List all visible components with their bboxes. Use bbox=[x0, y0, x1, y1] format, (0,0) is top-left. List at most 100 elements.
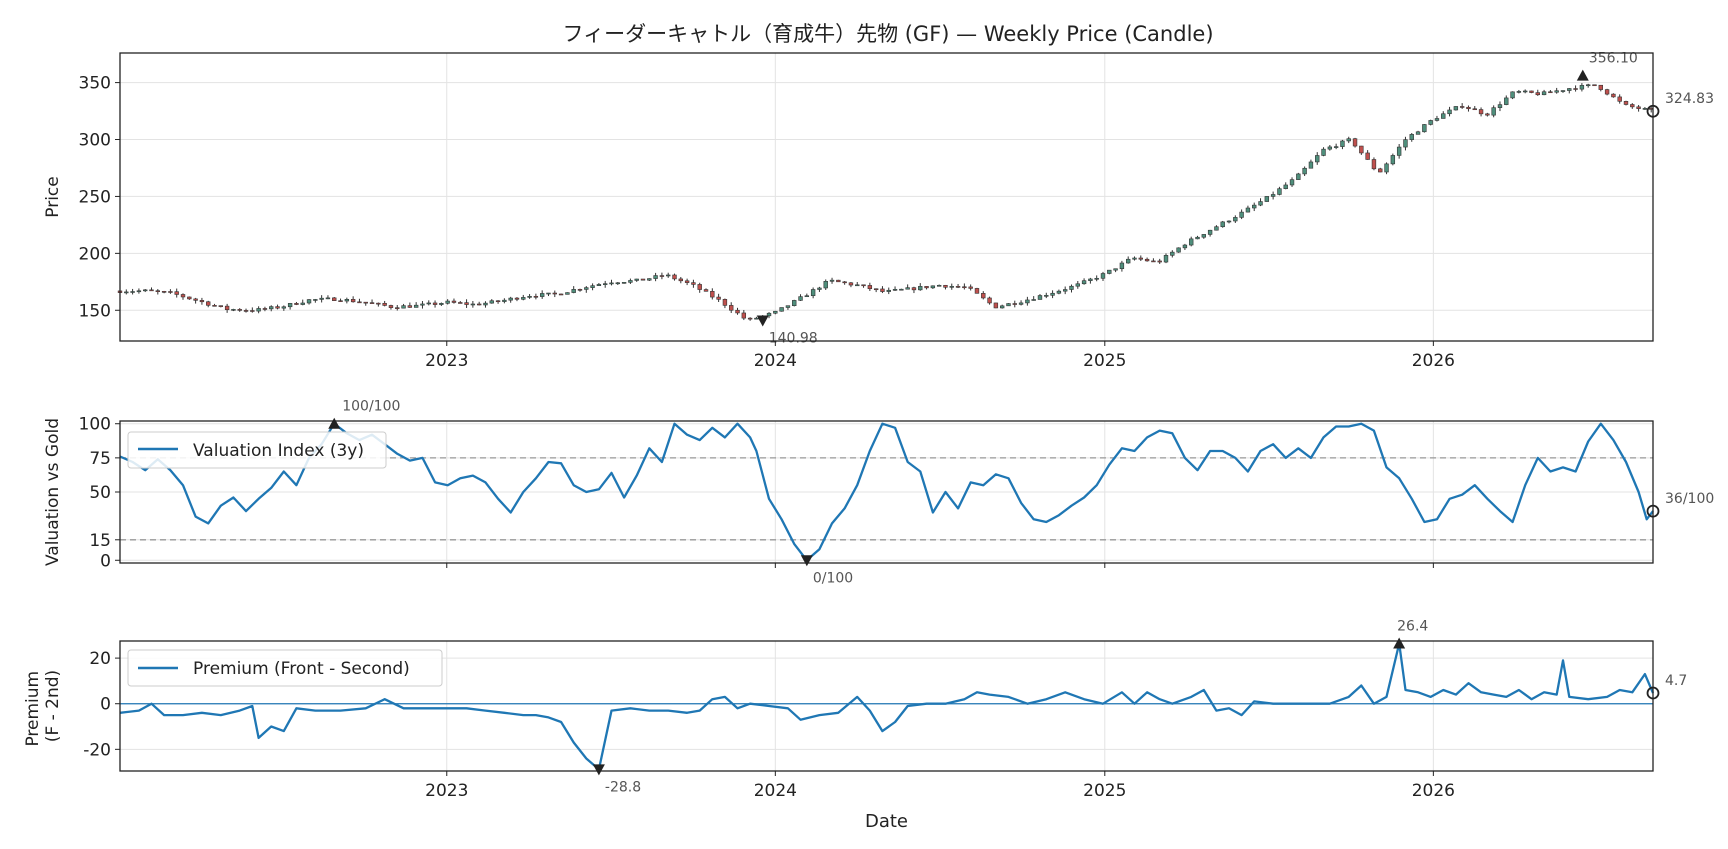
candle-body bbox=[930, 285, 936, 289]
candle-body bbox=[817, 287, 822, 290]
candle-body bbox=[924, 286, 929, 289]
candle-body bbox=[747, 317, 753, 320]
candle-body bbox=[300, 302, 305, 305]
candle-body bbox=[231, 309, 236, 311]
candle-body bbox=[275, 306, 280, 309]
candle-body bbox=[1567, 88, 1572, 91]
candle-body bbox=[1264, 196, 1270, 202]
candle-body bbox=[1277, 188, 1282, 195]
candle-body bbox=[281, 306, 287, 309]
candle-body bbox=[936, 284, 942, 287]
candle-body bbox=[527, 295, 532, 298]
candle-body bbox=[546, 292, 551, 295]
candle-body bbox=[792, 300, 797, 306]
candle-body bbox=[174, 291, 179, 295]
candle-body bbox=[369, 302, 375, 304]
candle-body bbox=[130, 291, 135, 293]
candle-body bbox=[502, 299, 507, 302]
candle-body bbox=[395, 307, 400, 309]
valuation-legend-box bbox=[127, 431, 387, 469]
price-axes-frame bbox=[119, 52, 1654, 342]
candle-body bbox=[981, 293, 986, 299]
candle-body bbox=[262, 308, 268, 310]
candle-body bbox=[659, 275, 665, 277]
candle-body bbox=[287, 303, 293, 308]
candle-body bbox=[666, 274, 671, 277]
candle-body bbox=[1006, 303, 1011, 307]
candle-body bbox=[1189, 238, 1194, 246]
candle-body bbox=[1075, 283, 1080, 287]
candle-body bbox=[1321, 148, 1326, 156]
candle-body bbox=[539, 293, 545, 297]
candle-body bbox=[432, 302, 438, 305]
candle-body bbox=[1062, 289, 1068, 292]
candle-body bbox=[697, 284, 702, 290]
candle-body bbox=[313, 299, 318, 301]
candle-body bbox=[1258, 201, 1263, 206]
candle-body bbox=[1604, 89, 1610, 95]
candle-body bbox=[886, 289, 891, 292]
candle-body bbox=[1214, 226, 1219, 231]
candle-body bbox=[332, 297, 337, 301]
y-tick-label: 0 bbox=[100, 695, 111, 715]
y-tick-label: 250 bbox=[79, 187, 111, 207]
candle-body bbox=[136, 290, 142, 293]
x-tick-label: 2023 bbox=[425, 351, 468, 371]
candle-body bbox=[899, 288, 904, 291]
candle-body bbox=[250, 310, 255, 312]
chart-title: フィーダーキャトル（育成牛）先物 (GF) — Weekly Price (Ca… bbox=[562, 22, 1213, 46]
candle-body bbox=[955, 286, 961, 288]
candle-body bbox=[237, 309, 242, 311]
valuation-annotations: 100/100 0/100 36/100 bbox=[328, 399, 1714, 586]
candle-body bbox=[590, 285, 595, 288]
candle-body bbox=[861, 284, 866, 287]
candle-body bbox=[621, 282, 627, 284]
candle-body bbox=[729, 305, 734, 311]
candle-body bbox=[892, 289, 898, 291]
candle-body bbox=[1592, 84, 1597, 87]
last-label: 36/100 bbox=[1665, 491, 1714, 507]
candle-body bbox=[269, 306, 274, 310]
candle-body bbox=[1441, 113, 1446, 119]
candle-body bbox=[1031, 299, 1036, 301]
candle-body bbox=[483, 302, 488, 306]
min-marker bbox=[800, 555, 813, 567]
candle-body bbox=[533, 295, 539, 298]
candle-body bbox=[1415, 131, 1421, 135]
valuation-axes-frame bbox=[119, 420, 1654, 564]
candle-body bbox=[558, 293, 564, 296]
candle-body bbox=[1617, 96, 1622, 102]
candle-body bbox=[999, 305, 1005, 309]
candle-body bbox=[294, 303, 299, 305]
max-marker bbox=[328, 417, 341, 429]
candle-body bbox=[476, 303, 482, 306]
candle-body bbox=[1453, 106, 1459, 111]
candle-body bbox=[949, 286, 954, 288]
premium-axes-frame bbox=[119, 640, 1654, 772]
candle-body bbox=[439, 303, 444, 305]
candle-body bbox=[451, 300, 457, 303]
min-marker bbox=[592, 764, 605, 776]
candle-body bbox=[344, 299, 350, 302]
candle-body bbox=[1044, 295, 1049, 297]
candle-body bbox=[180, 294, 186, 298]
x-tick-label: 2025 bbox=[1083, 781, 1126, 801]
candle-body bbox=[464, 302, 469, 305]
candle-body bbox=[1598, 84, 1603, 90]
candle-body bbox=[552, 292, 557, 295]
valuation-ticks: 015 50 75 100 bbox=[79, 415, 1434, 571]
y-tick-label: 100 bbox=[79, 415, 111, 435]
candle-body bbox=[962, 286, 967, 289]
candle-body bbox=[1409, 134, 1414, 140]
candle-body bbox=[1611, 93, 1616, 98]
candle-body bbox=[1642, 108, 1648, 110]
candle-body bbox=[161, 291, 167, 293]
candle-body bbox=[1182, 244, 1188, 249]
candle-body bbox=[848, 282, 854, 286]
candle-body bbox=[306, 299, 312, 304]
candle-body bbox=[1018, 302, 1024, 305]
candle-body bbox=[1069, 285, 1074, 290]
premium-panel: 26.4 -28.8 4.7 2023 2024 2025 2026 -20 0 20 Prem… bbox=[23, 619, 1687, 832]
candle-body bbox=[319, 297, 324, 300]
y-tick-label: -20 bbox=[83, 740, 111, 760]
